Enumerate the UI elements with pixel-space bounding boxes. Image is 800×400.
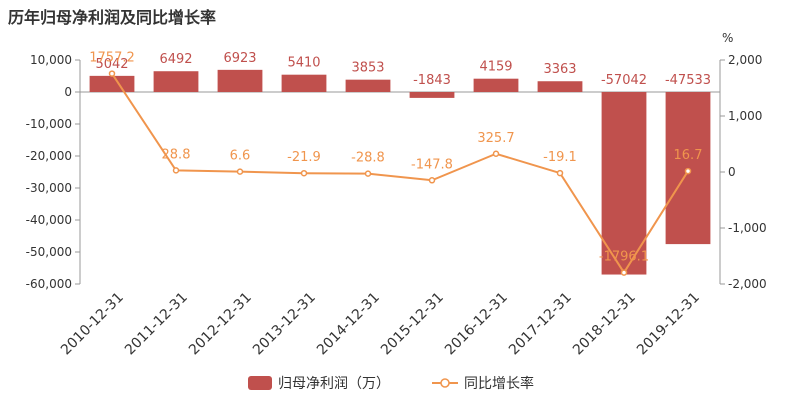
growth-rate-point — [364, 170, 372, 177]
legend-bar-swatch — [248, 376, 272, 390]
y-left-tick-label: -30,000 — [26, 181, 72, 195]
y-left-tick-label: 0 — [64, 85, 72, 99]
x-tick-label: 2013-12-31 — [250, 290, 319, 359]
y-right-tick-label: -1,000 — [728, 221, 767, 235]
growth-rate-point — [428, 177, 436, 184]
growth-rate-label: 28.8 — [162, 147, 191, 162]
legend-bar-label: 归母净利润（万） — [278, 375, 390, 392]
bar-2010-12-31 — [89, 75, 135, 92]
bar-2012-12-31 — [217, 69, 263, 92]
growth-rate-point — [620, 269, 628, 276]
growth-rate-point — [684, 167, 692, 175]
growth-rate-label: 1757.2 — [89, 51, 135, 66]
growth-rate-label: 325.7 — [477, 131, 514, 146]
growth-rate-label: -19.1 — [543, 150, 577, 165]
x-tick-label: 2016-12-31 — [442, 290, 511, 359]
growth-rate-point — [492, 150, 500, 158]
y-left-tick-label: -60,000 — [26, 277, 72, 291]
x-tick-label: 2019-12-31 — [634, 290, 703, 359]
legend-line-marker — [440, 378, 450, 388]
bar-value-label: 5410 — [287, 56, 320, 71]
y-right-tick-label: -2,000 — [728, 277, 767, 291]
y-right-tick-label: 2,000 — [728, 53, 762, 67]
growth-rate-point — [236, 168, 244, 175]
y-right-tick-label: 0 — [728, 165, 736, 179]
bar-value-label: -47533 — [665, 73, 711, 88]
chart-title: 历年归母净利润及同比增长率 — [8, 8, 217, 27]
growth-rate-label: -21.9 — [287, 150, 321, 165]
bar-2015-12-31 — [409, 92, 455, 98]
y-left-tick-label: -40,000 — [26, 213, 72, 227]
bar-value-label: -1843 — [413, 73, 451, 88]
growth-rate-label: 6.6 — [230, 149, 251, 164]
bar-2017-12-31 — [537, 81, 583, 92]
bar-2018-12-31 — [601, 92, 647, 275]
growth-rate-label: -147.8 — [411, 157, 453, 172]
y-left-tick-label: 10,000 — [30, 53, 72, 67]
bar-value-label: 6923 — [223, 51, 256, 66]
x-tick-label: 2012-12-31 — [186, 290, 255, 359]
y-right-axis-unit: % — [722, 31, 733, 45]
x-tick-label: 2014-12-31 — [314, 290, 383, 359]
growth-rate-line — [111, 73, 689, 275]
x-tick-label: 2018-12-31 — [570, 290, 639, 359]
bar-value-label: 6492 — [159, 52, 192, 67]
x-tick-label: 2011-12-31 — [122, 290, 191, 359]
bar-value-label: 3363 — [543, 62, 576, 77]
bar-2011-12-31 — [153, 71, 199, 92]
growth-rate-point — [300, 169, 308, 177]
growth-rate-label: 16.7 — [674, 148, 703, 163]
bar-value-label: 4159 — [479, 60, 512, 75]
bar-value-label: 3853 — [351, 61, 384, 76]
growth-rate-point — [172, 167, 180, 174]
bar-value-label: -57042 — [601, 73, 647, 88]
y-left-tick-label: -10,000 — [26, 117, 72, 131]
x-tick-label: 2017-12-31 — [506, 290, 575, 359]
legend-line-label: 同比增长率 — [464, 375, 534, 392]
y-right-tick-label: 1,000 — [728, 109, 762, 123]
x-tick-label: 2010-12-31 — [58, 290, 127, 359]
growth-rate-label: -1796.1 — [599, 250, 649, 265]
y-left-tick-label: -20,000 — [26, 149, 72, 163]
bar-2016-12-31 — [473, 78, 519, 92]
y-left-tick-label: -50,000 — [26, 245, 72, 259]
growth-rate-point — [108, 70, 116, 77]
bar-2014-12-31 — [345, 79, 391, 92]
growth-rate-point — [556, 169, 564, 177]
bar-value-label: 5042 — [95, 57, 128, 72]
bar-2013-12-31 — [281, 74, 327, 92]
growth-rate-label: -28.8 — [351, 151, 385, 166]
x-tick-label: 2015-12-31 — [378, 290, 447, 359]
